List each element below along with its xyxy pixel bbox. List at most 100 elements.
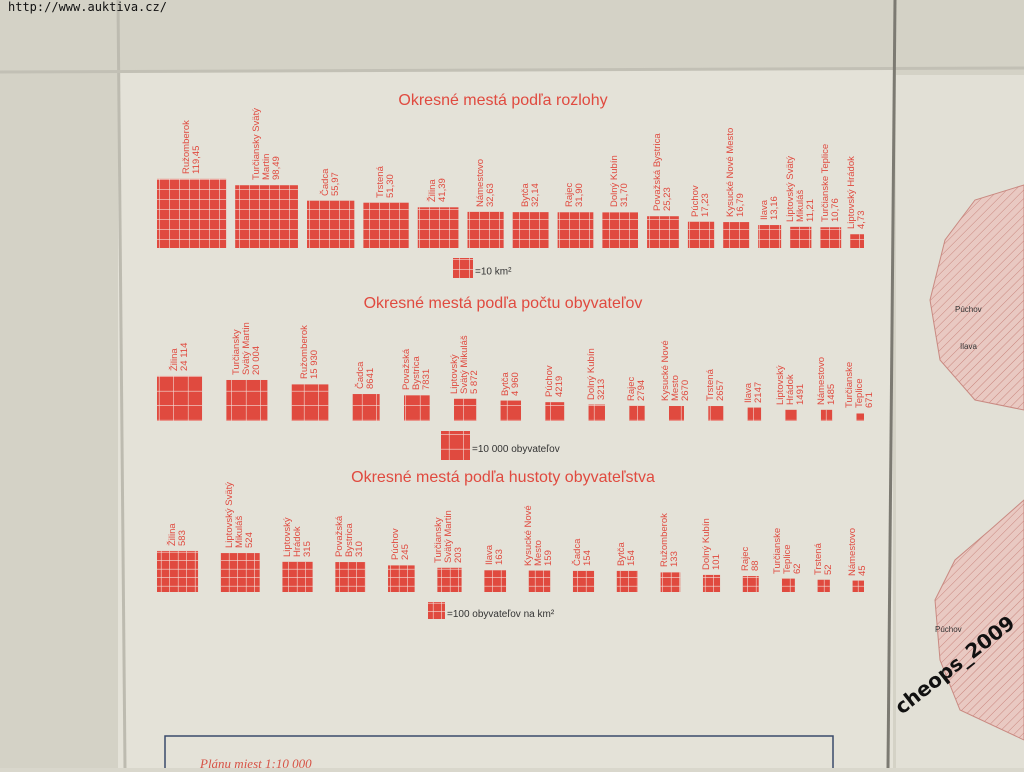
square-grid — [820, 227, 842, 248]
category-label-group: Bytča 154 — [616, 500, 638, 566]
square-grid — [850, 234, 864, 248]
category-label-group: Žilina 583 — [166, 480, 188, 546]
square-grid — [428, 602, 445, 619]
category-label-group: Bytča 4 960 — [500, 332, 521, 396]
value-label: 159 — [543, 549, 555, 566]
category-label: Turčiansky Svätý Martin — [433, 509, 455, 563]
value-label: 524 — [244, 532, 256, 549]
square-grid — [226, 379, 268, 421]
category-label-group: Turčiansky Svätý Martin 20 004 — [231, 311, 262, 375]
square-grid — [660, 572, 681, 592]
category-label: Turčianske Teplice — [772, 527, 794, 574]
value-label: 2670 — [680, 379, 692, 401]
value-label: 154 — [626, 550, 638, 566]
square-grid — [723, 222, 750, 248]
value-label: 52 — [822, 564, 834, 575]
value-label: 154 — [582, 550, 594, 566]
category-label-group: Liptovský Svätý Mikuláš 524 — [224, 482, 256, 549]
square-grid — [602, 212, 639, 248]
square-grid — [235, 185, 298, 248]
value-label: 119,45 — [190, 145, 202, 174]
source-url: http://www.auktiva.cz/ — [8, 0, 167, 14]
square-grid — [441, 431, 470, 460]
square-grid — [785, 409, 797, 421]
legend-label: =10 km² — [475, 267, 512, 278]
category-label-group: Turčiansky Svätý Martin 203 — [433, 497, 464, 563]
category-label-group: Čadca 55,97 — [320, 101, 341, 195]
category-label-group: Dolný Kubín 101 — [700, 504, 722, 570]
square-grid — [484, 570, 507, 592]
map-label: Púchov — [955, 305, 982, 314]
category-label-group: Turčianske Teplice 10,76 — [820, 127, 841, 222]
category-label-group: Rajec 88 — [740, 505, 761, 571]
square-grid — [157, 550, 199, 592]
square-grid — [220, 553, 260, 592]
category-label-group: Námestovo 1485 — [816, 341, 837, 405]
category-label-group: Trstená 52 — [813, 509, 834, 575]
square-grid — [404, 395, 430, 421]
value-label: 16,79 — [735, 193, 747, 218]
square-grid — [500, 400, 522, 421]
value-label: 2657 — [714, 379, 726, 402]
value-label: 583 — [176, 530, 188, 546]
category-label: Liptovský Svätý Mikuláš — [784, 155, 806, 222]
category-label: Dolný Kubín — [700, 518, 712, 570]
category-label-group: Bytča 32,14 — [520, 112, 541, 208]
category-label: Žilina — [166, 523, 178, 546]
value-label: 31,90 — [574, 183, 586, 208]
square-grid — [282, 561, 313, 592]
square-grid — [572, 570, 595, 592]
category-label-group: Turčianske Teplice 62 — [772, 508, 803, 574]
value-label: 51,30 — [385, 173, 396, 198]
square-grid — [852, 580, 864, 592]
square-grid — [545, 402, 565, 421]
category-label-group: Dolný Kubín 3213 — [586, 336, 607, 400]
map-label: Púchov — [935, 625, 962, 634]
square-grid — [157, 375, 203, 421]
value-label: 310 — [354, 541, 366, 558]
map-label: Ilava — [960, 342, 977, 351]
square-grid — [363, 202, 409, 248]
category-label-group: Trstená 51,30 — [375, 103, 396, 198]
category-label-group: Liptovský Svätý Mikuláš 11,21 — [784, 127, 816, 222]
category-label: Považská Bystrica — [334, 515, 356, 558]
square-grid — [557, 212, 594, 248]
value-label: 7831 — [420, 369, 432, 391]
category-label: Kysucké Nové Mesto — [660, 340, 682, 401]
category-label-group: Ilava 163 — [484, 499, 506, 566]
map-hatching — [930, 185, 1024, 410]
square-grid — [747, 407, 762, 421]
value-label: 32,14 — [529, 183, 541, 208]
square-grid — [417, 207, 459, 248]
value-label: 32,63 — [484, 183, 496, 207]
value-label: 4219 — [553, 376, 565, 398]
category-label: Kysucké Nové Mesto — [523, 504, 545, 566]
value-label: 2794 — [635, 379, 647, 401]
category-label-group: Žilina 41,39 — [427, 107, 448, 203]
square-grid — [512, 212, 549, 248]
value-label: 2147 — [753, 381, 765, 403]
value-label: 11,21 — [804, 198, 816, 222]
category-label-group: Ilava 2147 — [743, 339, 765, 403]
value-label: 45 — [857, 565, 869, 576]
value-label: 5 872 — [469, 369, 481, 394]
value-label: 24 114 — [178, 342, 190, 371]
square-grid — [817, 579, 830, 592]
square-grid — [687, 221, 715, 248]
category-label-group: Dolný Kubín 31,70 — [609, 112, 630, 208]
fold-crease — [116, 0, 127, 768]
map-hatching — [935, 500, 1024, 740]
value-label: 163 — [494, 549, 506, 566]
value-label: 4 960 — [509, 371, 521, 396]
value-label: 8641 — [365, 367, 377, 390]
category-label: Liptovský Svätý Mikuláš — [449, 335, 471, 394]
square-grid — [669, 406, 684, 421]
chart-title: Okresné mestá podľa počtu obyvateľov — [364, 295, 643, 312]
category-label: Považská Bystrica — [400, 349, 422, 391]
value-label: 98,49 — [270, 156, 282, 181]
square-grid — [467, 211, 504, 248]
square-grid — [454, 398, 477, 421]
map-frame — [164, 735, 834, 768]
